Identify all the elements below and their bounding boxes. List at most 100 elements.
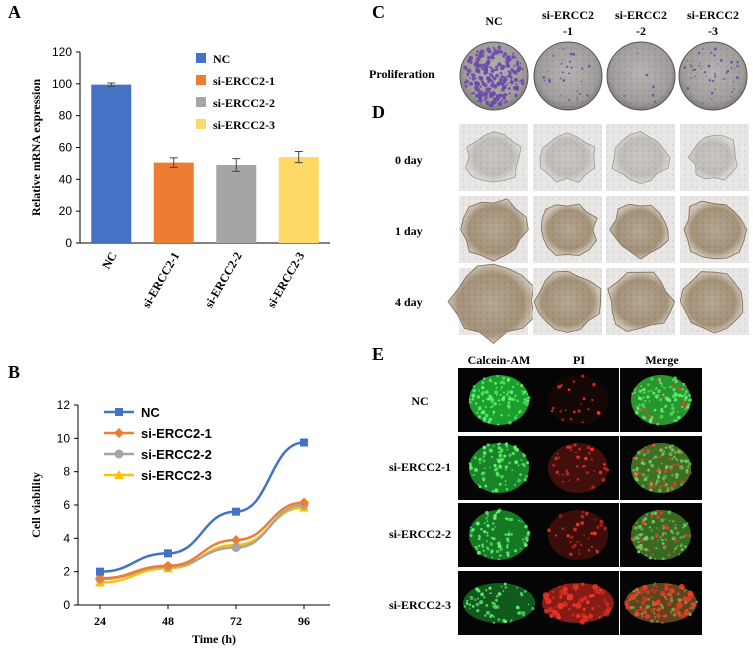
c-colony-0-151 <box>464 84 468 88</box>
e-green-dot-0-2-86 <box>664 404 668 408</box>
e-green-dot-2-0-33 <box>486 534 489 537</box>
e-red-dot-1-1-22 <box>577 455 581 460</box>
c-colony-3-41 <box>719 58 723 62</box>
c-colony-0-206 <box>487 79 491 84</box>
e-red-dot-1-1-34 <box>578 447 582 451</box>
e-green-dot-3-0-55 <box>475 587 478 590</box>
e-green-dot-2-0-9 <box>483 522 486 525</box>
e-green-dot-3-0-59 <box>491 601 495 605</box>
e-red-dot-2-2-22 <box>642 546 646 550</box>
e-red-dot-3-1-44 <box>551 609 558 616</box>
c-colony-0-41 <box>480 67 484 70</box>
b-point-2-2 <box>231 543 241 552</box>
c-colony-3-22 <box>723 77 726 80</box>
e-green-dot-2-2-75 <box>636 546 638 549</box>
e-red-dot-0-1-18 <box>567 388 571 392</box>
e-green-dot-1-2-10 <box>688 462 692 466</box>
proliferation-label: Proliferation <box>369 67 435 81</box>
e-green-dot-0-2-54 <box>682 382 686 386</box>
e-green-dot-1-0-16 <box>504 480 507 483</box>
e-red-dot-1-1-4 <box>586 445 591 450</box>
e-green-dot-0-2-38 <box>631 392 634 395</box>
e-red-dot-2-1-34 <box>566 534 570 538</box>
e-green-dot-3-0-0 <box>485 603 489 607</box>
e-green-dot-2-0-29 <box>481 545 485 549</box>
e-green-dot-2-0-59 <box>526 533 530 537</box>
c-colony-0-57 <box>483 91 489 96</box>
e-green-dot-1-2-17 <box>664 483 668 487</box>
e-green-dot-2-0-6 <box>489 542 494 546</box>
e-red-dot-1-2-22 <box>633 474 637 478</box>
e-green-dot-0-0-58 <box>525 401 529 406</box>
e-red-dot-0-1-13 <box>564 409 567 412</box>
e-red-dot-3-2-46 <box>656 613 661 619</box>
e-red-dot-3-2-22 <box>662 621 665 624</box>
e-green-dot-2-2-52 <box>671 531 674 535</box>
e-green-dot-2-0-0 <box>491 522 495 525</box>
e-green-dot-3-0-53 <box>492 605 494 608</box>
e-red-dot-3-2-10 <box>650 608 655 613</box>
a-legend-swatch-3 <box>196 119 206 129</box>
e-red-dot-1-1-14 <box>558 473 561 476</box>
e-red-dot-1-2-0 <box>688 470 693 475</box>
e-red-dot-2-2-6 <box>651 541 654 544</box>
e-green-dot-1-2-80 <box>660 462 663 465</box>
e-green-dot-0-0-12 <box>496 374 499 378</box>
e-green-dot-2-2-45 <box>643 537 647 542</box>
e-red-dot-3-2-59 <box>688 598 691 601</box>
e-red-dot-3-1-33 <box>551 596 555 600</box>
chart-a-bar: 0 20 40 60 80 100 120 Relative mRNA expression N… <box>29 45 330 310</box>
e-green-dot-1-2-72 <box>636 479 639 482</box>
b-y-tick-label-6: 12 <box>57 398 71 412</box>
e-red-dot-2-1-25 <box>569 552 573 557</box>
e-green-dot-2-2-29 <box>680 548 684 552</box>
b-point-0-3 <box>300 438 308 447</box>
b-legend-marker-2 <box>114 449 124 459</box>
e-red-dot-2-1-32 <box>575 541 578 544</box>
e-green-dot-1-0-28 <box>496 458 500 462</box>
e-red-dot-3-1-58 <box>572 603 576 607</box>
c-colony-0-14 <box>472 91 476 95</box>
e-green-dot-0-2-4 <box>656 422 659 426</box>
e-red-dot-3-2-4 <box>640 600 646 606</box>
e-green-dot-1-0-82 <box>514 448 517 451</box>
e-green-dot-3-0-2 <box>495 594 499 598</box>
e-green-dot-1-0-39 <box>482 459 486 463</box>
c-colony-0-107 <box>512 52 515 55</box>
e-red-dot-1-2-12 <box>632 456 636 461</box>
e-green-dot-0-0-31 <box>497 399 501 402</box>
e-green-dot-2-0-37 <box>494 525 497 528</box>
e-green-dot-0-2-67 <box>642 387 646 392</box>
e-green-dot-3-2-24 <box>695 600 698 604</box>
e-green-dot-2-0-20 <box>474 545 478 549</box>
e-green-dot-0-2-73 <box>676 410 679 413</box>
c-colony-0-33 <box>506 74 510 78</box>
e-green-dot-2-2-19 <box>684 545 687 548</box>
e-green-dot-0-2-64 <box>678 393 682 398</box>
e-green-dot-2-2-34 <box>667 510 672 515</box>
c-colony-0-169 <box>479 85 482 88</box>
e-green-dot-0-2-40 <box>638 403 641 407</box>
c-colony-3-31 <box>730 60 733 64</box>
e-green-dot-1-2-52 <box>648 460 652 464</box>
e-green-dot-0-2-24 <box>642 392 645 395</box>
b-x-axis-label: Time (h) <box>192 632 236 646</box>
b-x-tick-label-3: 96 <box>298 614 310 628</box>
e-green-dot-0-2-49 <box>672 419 676 422</box>
e-green-dot-0-0-90 <box>490 398 495 402</box>
e-green-dot-3-0-43 <box>495 598 498 602</box>
e-red-dot-3-2-47 <box>648 590 651 593</box>
e-red-dot-3-2-61 <box>676 598 679 601</box>
e-red-dot-3-1-43 <box>550 615 553 618</box>
e-red-dot-3-2-51 <box>659 590 666 597</box>
e-green-dot-3-0-22 <box>502 618 506 623</box>
e-green-dot-1-0-49 <box>474 468 478 473</box>
e-green-dot-1-0-47 <box>484 484 488 488</box>
c-colony-3-3 <box>694 68 697 71</box>
e-red-dot-1-1-29 <box>584 456 588 461</box>
e-green-dot-1-2-4 <box>653 455 658 459</box>
e-green-dot-2-0-57 <box>483 530 487 534</box>
e-red-dot-0-2-2 <box>677 386 681 391</box>
e-green-dot-0-0-95 <box>484 405 487 409</box>
e-green-dot-1-0-38 <box>473 456 477 460</box>
